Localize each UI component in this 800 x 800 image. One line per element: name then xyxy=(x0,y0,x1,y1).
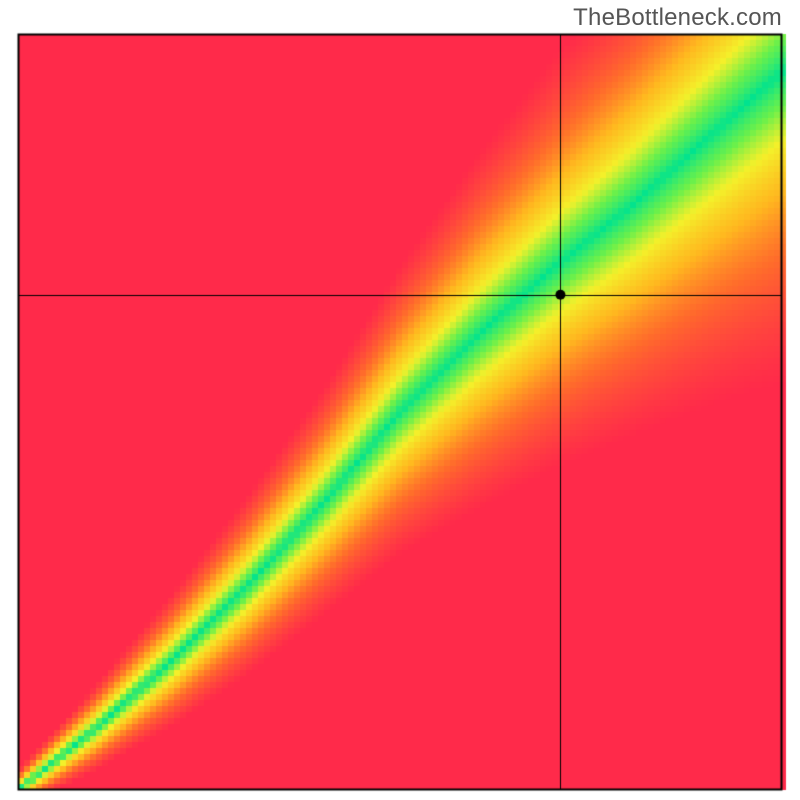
heatmap-chart xyxy=(0,0,800,800)
watermark-text: TheBottleneck.com xyxy=(573,4,782,32)
chart-container: TheBottleneck.com xyxy=(0,0,800,800)
